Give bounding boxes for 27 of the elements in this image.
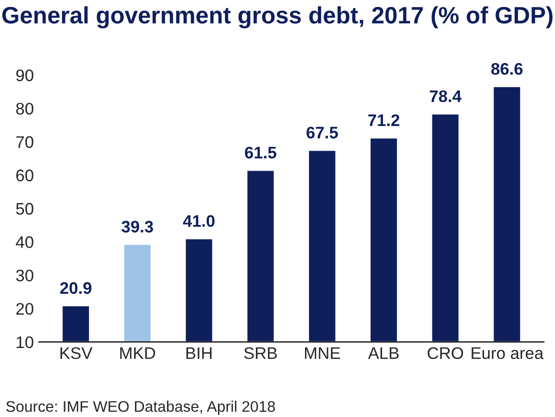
y-tick-label: 40 <box>16 236 34 248</box>
y-tick-label: 10 <box>16 336 34 348</box>
data-label: 67.5 <box>306 126 338 138</box>
data-label: 41.0 <box>183 215 215 227</box>
y-tick-label: 20 <box>16 302 34 315</box>
source-note: Source: IMF WEO Database, April 2018 <box>6 400 275 415</box>
x-tick-label: SRB <box>244 347 277 360</box>
x-tick-label: ALB <box>368 347 399 359</box>
data-label: 61.5 <box>244 146 276 159</box>
y-tick-label: 80 <box>16 102 34 115</box>
chart-title: General government gross debt, 2017 (% of GDP) <box>2 6 553 28</box>
x-tick-label: CRO <box>428 347 464 360</box>
x-tick-label: BIH <box>186 347 212 359</box>
data-label: 78.4 <box>430 90 462 102</box>
x-tick-label: KSV <box>60 347 92 360</box>
x-tick-label: MNE <box>305 347 340 359</box>
y-tick-label: 50 <box>16 202 34 215</box>
y-tick-label: 30 <box>16 270 34 282</box>
x-tick-label: Euro area <box>472 347 544 360</box>
data-label: 86.6 <box>491 62 523 75</box>
data-label: 20.9 <box>60 282 92 294</box>
data-label: 39.3 <box>122 220 154 233</box>
y-tick-label: 60 <box>16 170 34 182</box>
y-tick-label: 70 <box>16 136 34 148</box>
data-label: 71.2 <box>368 114 400 126</box>
x-tick-label: MKD <box>120 347 156 359</box>
y-tick-label: 90 <box>16 69 34 82</box>
